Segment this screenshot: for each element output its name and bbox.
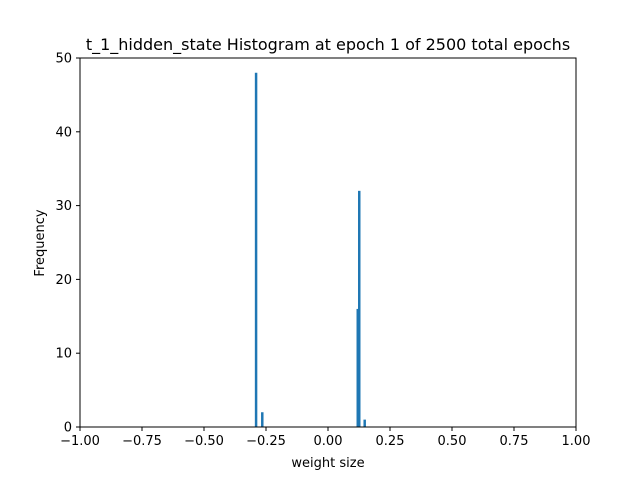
x-axis-ticks: −1.00 −0.75 −0.50 −0.25 0.00 0.25 0.50 0.75 1.00 [60,427,590,449]
y-tick-label: 30 [55,199,72,214]
x-tick-label: 0.75 [500,434,529,449]
histogram-bar-3 [358,190,361,427]
x-tick-label: 0.25 [376,434,405,449]
y-tick-label: 0 [64,421,72,436]
histogram-bar-1 [261,412,264,427]
y-tick-label: 20 [55,273,72,288]
y-axis-label: Frequency [33,209,48,276]
y-tick-label: 10 [55,347,72,362]
x-tick-label: −0.25 [246,434,286,449]
x-tick-label: 1.00 [562,434,591,449]
x-tick-label: 0.00 [314,434,343,449]
x-tick-label: 0.50 [438,434,467,449]
x-tick-label: −0.75 [122,434,162,449]
bars-group [254,72,366,427]
y-tick-label: 50 [55,52,72,67]
plot-frame [79,57,577,428]
chart-title: t_1_hidden_state Histogram at epoch 1 of… [86,35,570,55]
x-axis-label: weight size [291,456,364,471]
histogram-bar-2 [356,308,359,427]
y-axis-ticks: 0 10 20 30 40 50 [55,52,80,436]
y-tick-label: 40 [55,125,72,140]
x-tick-label: −0.50 [184,434,224,449]
histogram-bar-0 [254,72,258,427]
histogram-bar-4 [363,419,366,427]
x-tick-label: −1.00 [60,434,100,449]
